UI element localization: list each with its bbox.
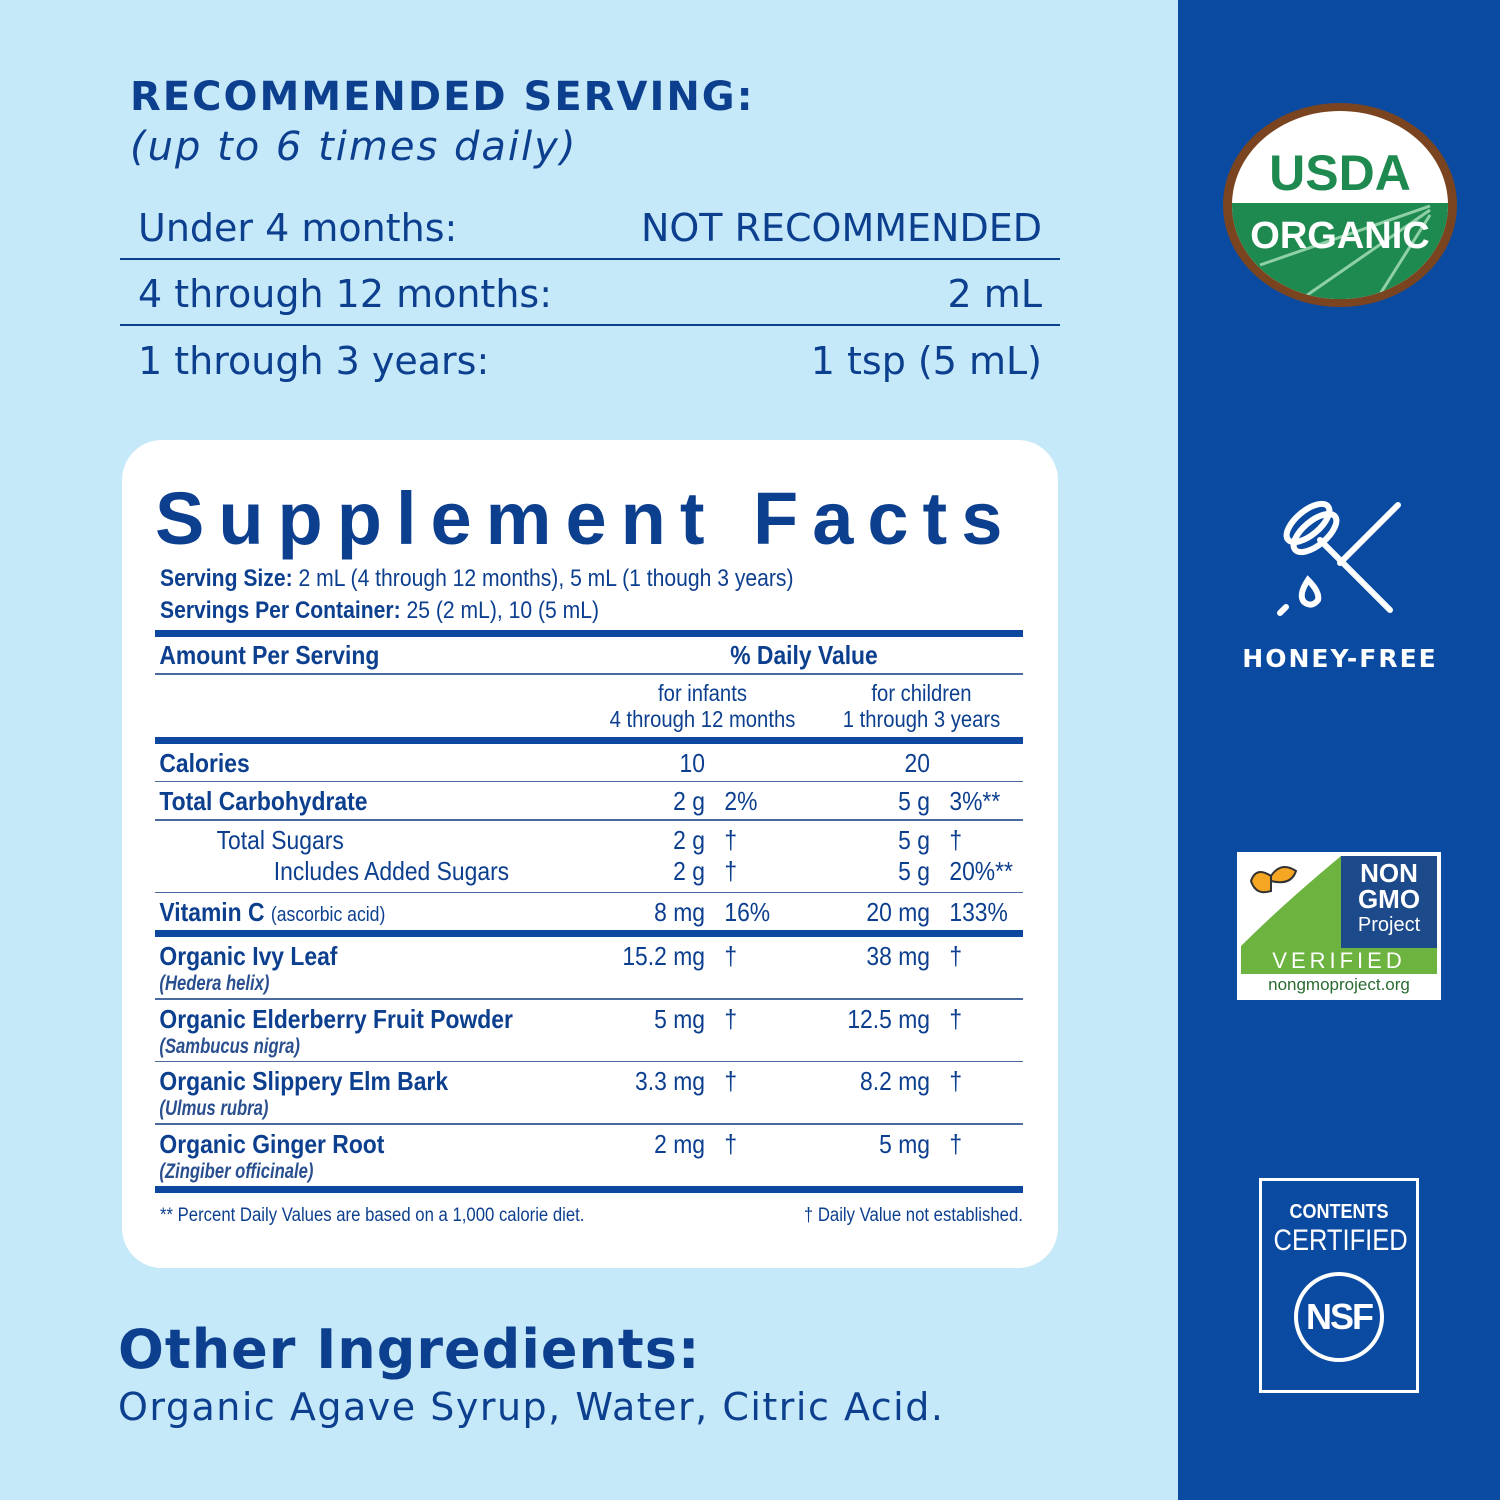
other-ingredients-list: Organic Agave Syrup, Water, Citric Acid.	[118, 1385, 945, 1429]
child-column-header: for children 1 through 3 years	[842, 679, 1001, 732]
amount-cell: 2 g	[673, 786, 705, 816]
facts-row: Total Sugars 2 g † 5 g †	[155, 821, 1023, 856]
amount-cell: 5 g	[898, 824, 930, 855]
recommended-serving-subtitle: (up to 6 times daily)	[130, 124, 578, 170]
daily-value-cell: 3%**	[949, 786, 1001, 816]
amount-cell: 15.2 mg	[622, 941, 705, 971]
daily-value-cell: 16%	[724, 897, 771, 927]
ingredient-name: Total Sugars	[216, 824, 344, 855]
usda-organic-seal: USDA ORGANIC	[1223, 103, 1457, 307]
serving-row: Under 4 months: NOT RECOMMENDED	[120, 198, 1060, 260]
serving-amount: 1 tsp (5 mL)	[810, 339, 1042, 383]
ingredient-name: Organic Ivy Leaf (Hedera helix)	[159, 941, 338, 995]
supplement-facts-panel	[122, 440, 1058, 1268]
ingredient-name: Organic Elderberry Fruit Powder (Sambucus…	[159, 1003, 513, 1058]
daily-value-cell	[705, 748, 806, 779]
amount-cell: 8 mg	[654, 897, 705, 927]
daily-value-cell: †	[949, 824, 963, 855]
daily-value-cell: †	[949, 1128, 963, 1159]
daily-value-cell: †	[724, 941, 738, 971]
supplement-facts-title: Supplement Facts	[155, 477, 1017, 560]
daily-value-cell: 2%	[724, 786, 758, 816]
ingredient-name: Vitamin C (ascorbic acid)	[159, 897, 386, 927]
other-ingredients-title: Other Ingredients:	[118, 1318, 701, 1381]
honey-dipper-crossed-icon	[1277, 500, 1401, 616]
dv-header: % Daily Value	[730, 639, 878, 670]
ingredient-name: Total Carbohydrate	[159, 786, 368, 816]
serving-amount: 2 mL	[947, 272, 1042, 316]
ingredient-name: Organic Slippery Elm Bark (Ulmus rubra)	[159, 1066, 449, 1120]
footnotes: ** Percent Daily Values are based on a 1…	[160, 1204, 1023, 1226]
recommended-serving-title: RECOMMENDED SERVING:	[130, 74, 755, 120]
daily-value-cell: †	[949, 1066, 963, 1096]
facts-row: Includes Added Sugars 2 g † 5 g 20%**	[155, 856, 1023, 890]
non-gmo-verified-badge: NON GMO Project VERIFIED nongmoproject.org	[1237, 852, 1441, 1000]
butterfly-icon	[1241, 856, 1341, 948]
daily-value-cell: †	[949, 941, 963, 971]
daily-value-cell: †	[724, 1003, 738, 1034]
servings-per-container: Servings Per Container: 25 (2 mL), 10 (5…	[160, 597, 599, 624]
daily-value-cell: †	[724, 1066, 738, 1096]
facts-row: Organic Slippery Elm Bark (Ulmus rubra) 3.…	[155, 1062, 1023, 1121]
amount-cell: 10	[679, 747, 705, 778]
svg-text:ORGANIC: ORGANIC	[1250, 215, 1429, 257]
serving-size: Serving Size: 2 mL (4 through 12 months)…	[160, 565, 794, 592]
ingredient-name: Includes Added Sugars	[273, 855, 510, 886]
serving-age: Under 4 months:	[138, 206, 458, 250]
amount-cell: 38 mg	[866, 941, 930, 971]
amount-cell: 2 g	[673, 855, 705, 886]
daily-value-cell: †	[724, 855, 738, 886]
facts-row: Total Carbohydrate 2 g 2% 5 g 3%**	[155, 782, 1023, 817]
serving-row: 4 through 12 months: 2 mL	[120, 264, 1060, 326]
facts-table: Amount Per Serving % Daily Value for inf…	[155, 630, 1023, 1227]
ingredient-name: Calories	[159, 747, 250, 778]
amount-cell: 5 g	[898, 786, 930, 816]
amount-cell: 8.2 mg	[860, 1066, 930, 1096]
daily-value-cell: †	[724, 824, 738, 855]
amount-cell: 2 g	[673, 824, 705, 855]
serving-amount: NOT RECOMMENDED	[640, 206, 1042, 250]
amount-cell: 20 mg	[866, 897, 930, 927]
amount-cell: 5 mg	[879, 1128, 930, 1159]
daily-value-cell: †	[949, 1003, 963, 1034]
serving-row: 1 through 3 years: 1 tsp (5 mL)	[120, 330, 1060, 392]
serving-age: 1 through 3 years:	[138, 339, 490, 383]
amount-cell: 2 mg	[654, 1128, 705, 1159]
amount-cell: 3.3 mg	[635, 1066, 705, 1096]
amount-header: Amount Per Serving	[159, 639, 380, 670]
infant-column-header: for infants 4 through 12 months	[609, 679, 796, 732]
daily-value-cell: †	[724, 1128, 738, 1159]
facts-row: Organic Ginger Root (Zingiber officinale)…	[155, 1125, 1023, 1184]
amount-cell: 12.5 mg	[847, 1003, 930, 1034]
facts-row: Vitamin C (ascorbic acid) 8 mg 16% 20 mg 133…	[155, 893, 1023, 928]
amount-cell: 20	[904, 747, 930, 778]
daily-value-cell: 133%	[949, 897, 1008, 927]
amount-cell: 5 mg	[654, 1003, 705, 1034]
serving-age: 4 through 12 months:	[138, 272, 553, 316]
facts-row: Organic Ivy Leaf (Hedera helix) 15.2 mg † 38…	[155, 937, 1023, 996]
amount-cell: 5 g	[898, 855, 930, 886]
honey-free-label: HONEY-FREE	[1242, 644, 1438, 673]
ingredient-name: Organic Ginger Root (Zingiber officinale)	[159, 1128, 385, 1183]
nsf-certified-badge: CONTENTS CERTIFIED NSF	[1259, 1178, 1419, 1393]
facts-row: Organic Elderberry Fruit Powder (Sambucus…	[155, 1000, 1023, 1059]
daily-value-cell	[930, 748, 1012, 779]
daily-value-cell: 20%**	[949, 855, 1013, 886]
facts-row: Calories 10 20	[155, 744, 1023, 779]
svg-text:USDA: USDA	[1269, 145, 1411, 201]
